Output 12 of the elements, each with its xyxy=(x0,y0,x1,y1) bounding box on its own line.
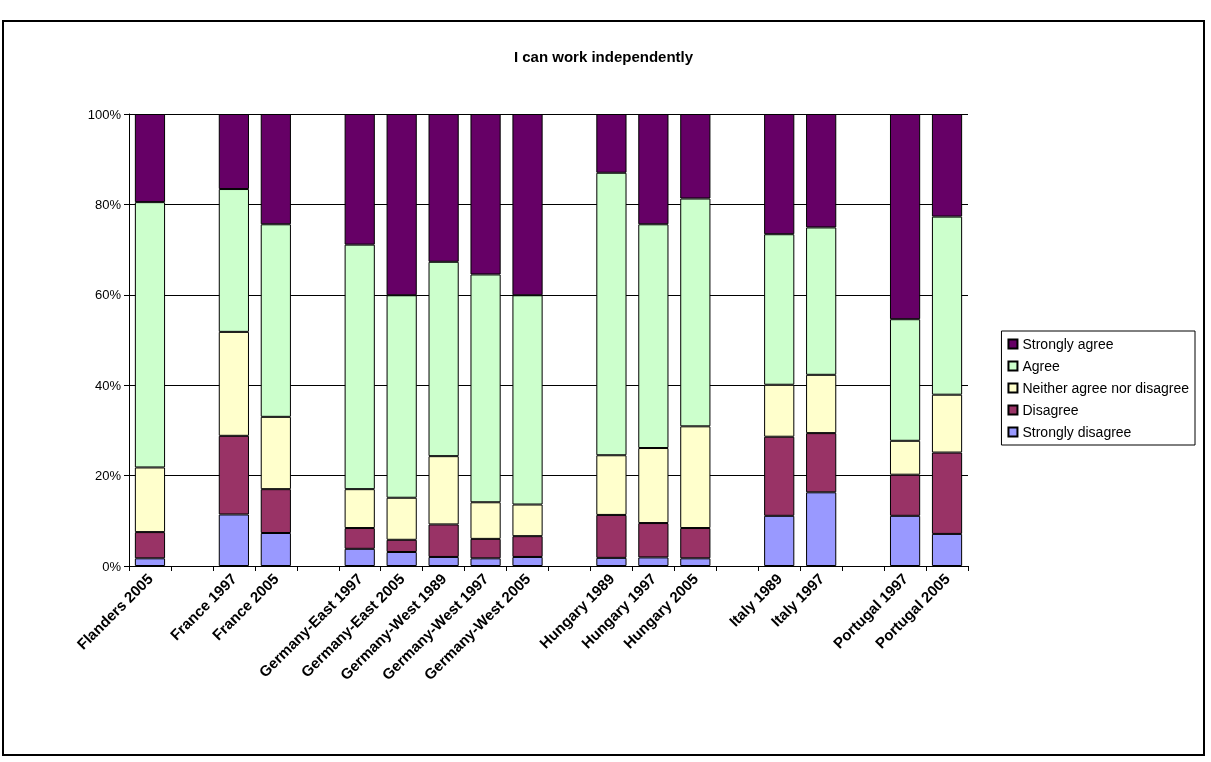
y-tick-label: 20% xyxy=(94,468,122,484)
y-tick-label: 80% xyxy=(94,196,122,212)
legend-label: Strongly disagree xyxy=(1022,424,1132,440)
legend-label: Agree xyxy=(1022,358,1061,374)
chart-title: I can work independently xyxy=(513,48,694,65)
y-tick-label: 100% xyxy=(87,106,122,122)
y-tick-label: 60% xyxy=(94,287,122,303)
legend-label: Neither agree nor disagree xyxy=(1022,380,1190,396)
legend-label: Disagree xyxy=(1022,402,1079,418)
legend-label: Strongly agree xyxy=(1022,336,1114,352)
y-tick-label: 0% xyxy=(102,558,122,574)
y-tick-label: 40% xyxy=(94,377,122,393)
